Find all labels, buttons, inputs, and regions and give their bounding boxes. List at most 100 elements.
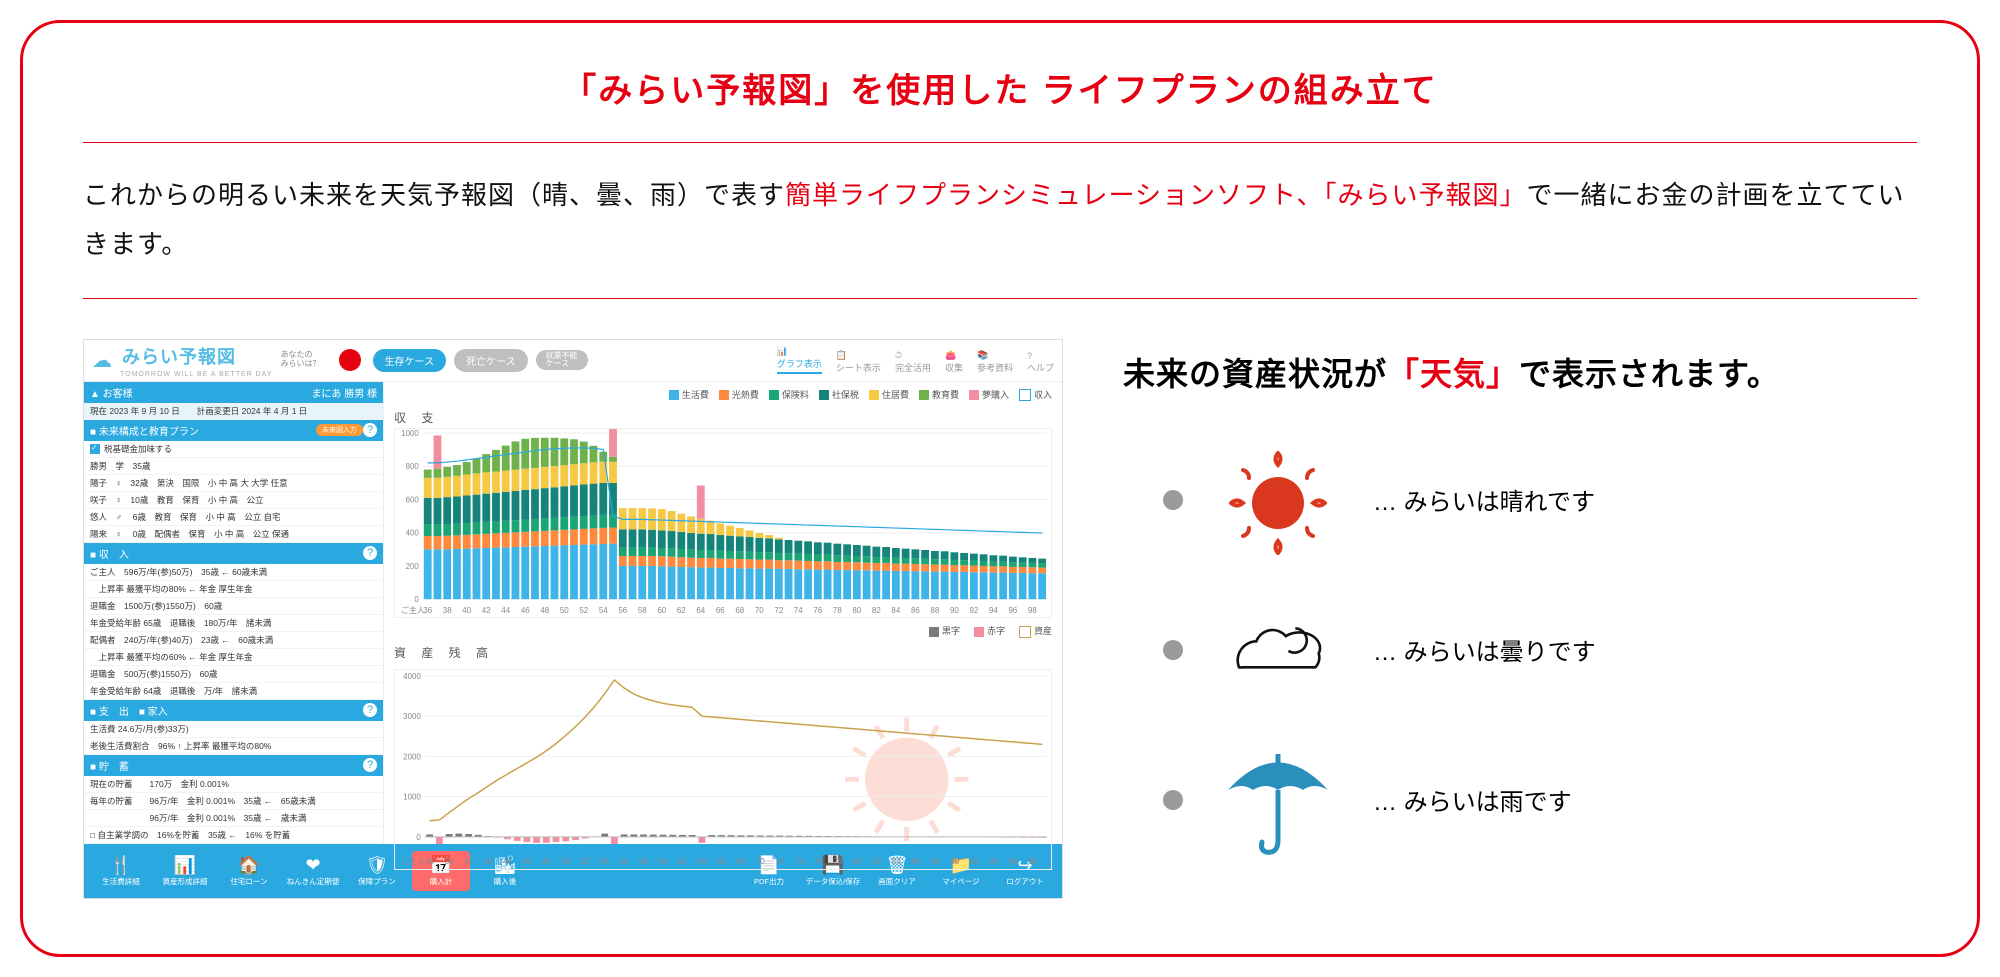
svg-text:86: 86 [911, 606, 920, 615]
bullet-icon [1163, 490, 1183, 510]
svg-text:46: 46 [522, 857, 531, 866]
svg-text:74: 74 [794, 606, 803, 615]
svg-text:76: 76 [813, 606, 822, 615]
side-line: 咲子 ♀ 10歳 教育 保育 小 中 高 公立 [84, 492, 383, 509]
svg-text:94: 94 [989, 857, 998, 866]
chart2-legend: 黒字 赤字 資産 [394, 624, 1052, 638]
svg-text:62: 62 [678, 857, 687, 866]
svg-text:36: 36 [425, 857, 434, 866]
pill-disable[interactable]: 就業不能 ケース [536, 350, 588, 370]
logo-block: みらい予報図 TOMORROW WILL BE A BETTER DAY [122, 343, 273, 378]
side-line: □ 自主業学調の 16%を貯蓄 35歳 ← 16% を貯蓄 [84, 827, 383, 844]
svg-text:54: 54 [600, 857, 609, 866]
plan-input-button[interactable]: 未来図入力 [316, 424, 363, 436]
svg-text:1000: 1000 [403, 793, 421, 802]
app-logo-text: みらい予報図 [122, 343, 273, 369]
divider-2 [83, 298, 1917, 299]
toolbar-住宅ローン[interactable]: 🏠住宅ローン [220, 855, 278, 887]
svg-text:98: 98 [1028, 857, 1037, 866]
topnav-sheet[interactable]: 📋シート表示 [836, 350, 881, 374]
rainy-label: … みらいは雨です [1373, 782, 1572, 817]
svg-text:44: 44 [503, 857, 512, 866]
app-logo-sub: TOMORROW WILL BE A BETTER DAY [120, 371, 273, 378]
toolbar-資産形成詳細[interactable]: 📊資産形成詳細 [156, 855, 214, 887]
svg-text:78: 78 [833, 606, 842, 615]
chart2: 0100020003000400036384042444648505254565… [394, 669, 1052, 870]
side-line: 配偶者 240万/年(参)40万) 23歳 ← 60歳未満 [84, 632, 383, 649]
app-screenshot: ☁ みらい予報図 TOMORROW WILL BE A BETTER DAY あ… [83, 339, 1063, 899]
svg-text:38: 38 [443, 606, 452, 615]
svg-text:66: 66 [716, 606, 725, 615]
pill-death[interactable]: 死亡ケース [454, 349, 528, 372]
svg-text:80: 80 [852, 606, 861, 615]
sidebar: ▲ お客様まにあ 勝男 様 現在 2023 年 9 月 10 日 計画変更日 2… [84, 382, 384, 844]
svg-text:92: 92 [969, 606, 978, 615]
weather-row-sunny: … みらいは晴れです [1163, 445, 1917, 555]
svg-text:200: 200 [406, 562, 420, 571]
side-line: 陽子 ♀ 32歳 第決 国限 小 中 高 大 大学 任意 [84, 475, 383, 492]
cloudy-icon [1213, 595, 1343, 705]
svg-text:40: 40 [462, 606, 471, 615]
svg-text:76: 76 [814, 857, 823, 866]
sunny-icon [1213, 445, 1343, 555]
svg-text:90: 90 [950, 857, 959, 866]
svg-text:800: 800 [406, 463, 420, 472]
app-header: ☁ みらい予報図 TOMORROW WILL BE A BETTER DAY あ… [84, 340, 1062, 382]
svg-text:80: 80 [853, 857, 862, 866]
weather-row-rainy: … みらいは雨です [1163, 745, 1917, 855]
svg-text:82: 82 [872, 606, 881, 615]
svg-text:ご主人: ご主人 [401, 605, 425, 615]
topnav-ref[interactable]: 📚参考資料 [977, 350, 1013, 374]
svg-text:56: 56 [620, 857, 629, 866]
toolbar-ねんきん定期便[interactable]: ❤ねんきん定期便 [284, 855, 342, 887]
svg-text:68: 68 [735, 606, 744, 615]
bar-income: ■ 収 入? [84, 543, 383, 564]
checkbox-icon[interactable] [90, 444, 100, 454]
rainy-icon [1213, 745, 1343, 855]
content-row: ☁ みらい予報図 TOMORROW WILL BE A BETTER DAY あ… [83, 339, 1917, 899]
svg-text:98: 98 [1028, 606, 1037, 615]
svg-text:82: 82 [872, 857, 881, 866]
logo-tag: あなたの みらいは？ [281, 351, 321, 369]
app-body: ▲ お客様まにあ 勝男 様 現在 2023 年 9 月 10 日 計画変更日 2… [84, 382, 1062, 844]
svg-text:96: 96 [1008, 606, 1017, 615]
svg-text:48: 48 [540, 606, 549, 615]
svg-text:44: 44 [501, 606, 510, 615]
card-description: これからの明るい未来を天気予報図（晴、曇、雨）で表す簡単ライフプランシミュレーシ… [83, 171, 1917, 270]
weather-explain: 未来の資産状況が「天気」で表示されます。 [1123, 339, 1917, 899]
topnav-graph[interactable]: 📊グラフ表示 [777, 346, 822, 374]
svg-text:600: 600 [406, 496, 420, 505]
svg-text:3000: 3000 [403, 712, 421, 721]
charts-panel: 生活費 光熱費 保険料 社保税 住居費 教育費 夢購入 収入 収 支 02004… [384, 382, 1062, 844]
svg-text:48: 48 [542, 857, 551, 866]
side-line: 退職金 1500万(参)1550万) 60歳 [84, 598, 383, 615]
svg-text:64: 64 [697, 857, 706, 866]
side-line: 勝男 学 35歳 [84, 458, 383, 475]
bullet-icon [1163, 790, 1183, 810]
chk-line[interactable]: 税基礎金加味する [84, 441, 383, 458]
side-line: 上昇率 最獲平均の60% ← 年金 厚生年金 [84, 649, 383, 666]
topnav-help[interactable]: ?ヘルプ [1027, 351, 1054, 374]
side-line: 老後生活費割合 96% ↑ 上昇率 最獲平均の80% [84, 738, 383, 755]
svg-text:ご主人: ご主人 [401, 856, 425, 866]
chart1: 0200400600800100036384042444648505254565… [394, 428, 1052, 618]
svg-text:56: 56 [618, 606, 627, 615]
pill-life[interactable]: 生存ケース [373, 349, 447, 372]
toolbar-生活費詳細[interactable]: 🍴生活費詳細 [92, 855, 150, 887]
svg-text:40: 40 [464, 857, 473, 866]
svg-text:50: 50 [560, 606, 569, 615]
svg-text:72: 72 [775, 857, 784, 866]
svg-text:52: 52 [579, 606, 588, 615]
svg-text:92: 92 [970, 857, 979, 866]
plus-icon[interactable]: ? [363, 423, 377, 437]
topnav-full[interactable]: ⏱完全活用 [895, 350, 931, 374]
desc-red: 簡単ライフプランシミュレーションソフト、「みらい予報図」 [785, 180, 1526, 210]
topnav-collect[interactable]: 👛収集 [945, 350, 963, 374]
svg-text:88: 88 [931, 857, 940, 866]
svg-text:66: 66 [717, 857, 726, 866]
side-line: 96万/年 金利 0.001% 35歳 ← 歳未満 [84, 810, 383, 827]
cloudy-label: … みらいは曇りです [1373, 632, 1596, 667]
svg-text:4000: 4000 [403, 672, 421, 681]
side-line: 上昇率 最獲平均の80% ← 年金 厚生年金 [84, 581, 383, 598]
side-line: 悠人 ♂ 6歳 教育 保育 小 中 高 公立 自宅 [84, 509, 383, 526]
